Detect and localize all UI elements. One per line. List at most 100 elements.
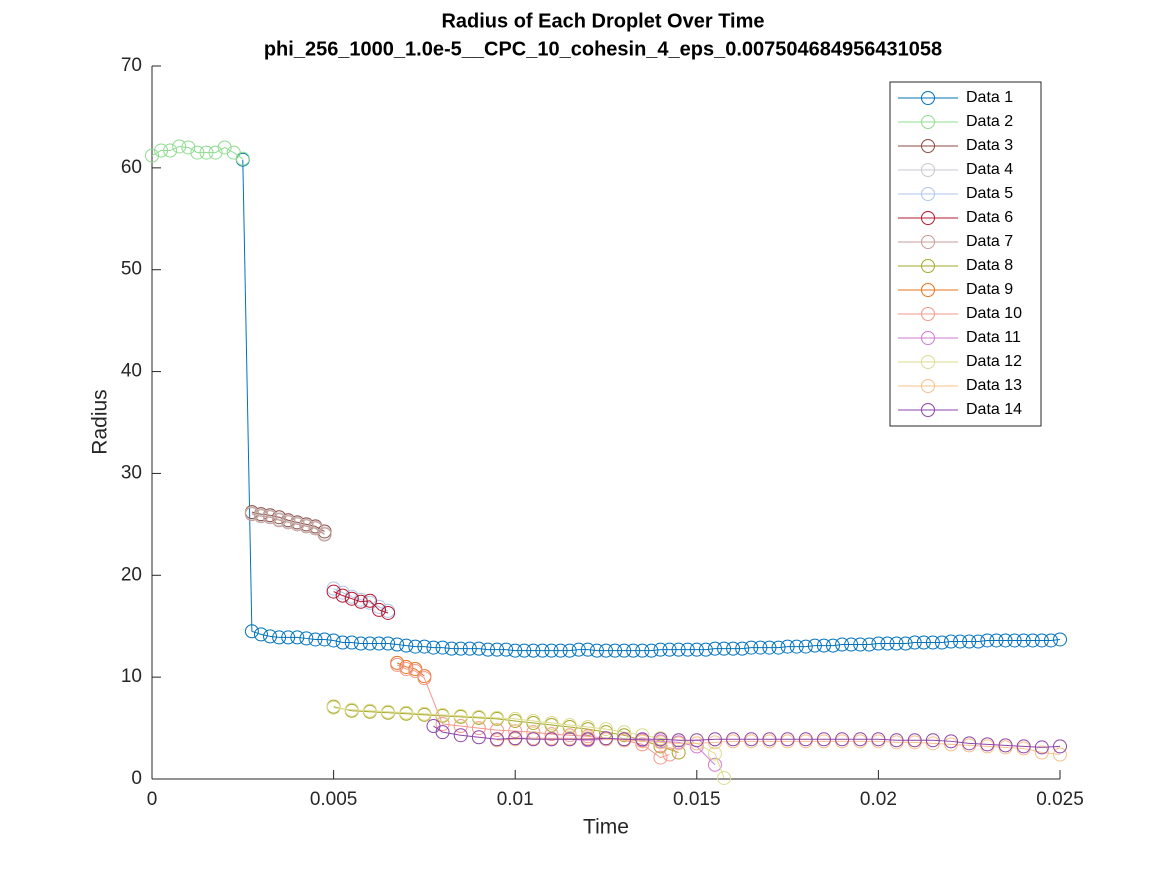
data-point	[944, 737, 959, 752]
legend-label: Data 7	[966, 233, 1013, 250]
data-point	[653, 735, 668, 750]
data-point	[417, 671, 432, 686]
data-point	[408, 639, 423, 654]
data-point	[826, 638, 840, 653]
data-point	[381, 605, 396, 620]
data-point	[562, 643, 577, 658]
series	[244, 507, 332, 542]
data-point	[617, 728, 632, 743]
data-point	[726, 641, 741, 656]
data-point	[580, 642, 595, 657]
legend-marker	[921, 331, 935, 345]
series-line	[433, 725, 1061, 748]
data-point	[1043, 633, 1058, 648]
data-point	[680, 642, 695, 657]
data-point	[707, 735, 722, 750]
data-point	[635, 737, 650, 752]
data-point	[925, 635, 940, 650]
data-point	[671, 736, 686, 751]
y-tick-label: 70	[121, 55, 142, 76]
data-point	[408, 664, 423, 679]
data-point	[517, 643, 532, 658]
data-point	[544, 643, 559, 658]
series-line	[333, 588, 389, 612]
data-point	[762, 640, 777, 655]
data-point	[771, 640, 786, 655]
data-point	[1025, 633, 1040, 648]
data-point	[1053, 747, 1067, 762]
data-point	[871, 732, 886, 747]
data-point	[235, 151, 250, 166]
data-point	[471, 641, 486, 656]
data-point	[626, 643, 641, 658]
data-point	[435, 707, 450, 722]
data-point	[844, 637, 859, 652]
data-point	[980, 633, 995, 648]
legend-label: Data 3	[966, 137, 1013, 154]
data-point	[635, 732, 650, 747]
data-point	[653, 739, 668, 754]
series	[145, 139, 250, 166]
data-point	[753, 640, 768, 655]
data-point	[317, 527, 332, 542]
data-point	[317, 632, 332, 647]
y-tick-label: 40	[121, 361, 142, 382]
data-point	[1053, 632, 1067, 647]
data-point	[898, 636, 913, 651]
legend-marker	[921, 187, 935, 201]
data-point	[435, 716, 450, 731]
data-point	[399, 661, 414, 676]
data-point	[163, 143, 178, 158]
data-point	[916, 635, 931, 650]
x-tick-label: 0.015	[673, 789, 721, 810]
data-point	[853, 637, 868, 652]
data-point	[471, 721, 486, 736]
data-point	[263, 629, 278, 644]
data-point	[689, 642, 704, 657]
legend-marker	[921, 355, 935, 369]
data-point	[735, 641, 750, 656]
series-line	[242, 159, 1061, 652]
data-point	[471, 709, 486, 724]
data-point	[971, 634, 986, 649]
data-point	[544, 727, 559, 742]
data-point	[508, 643, 523, 658]
data-point	[871, 636, 886, 651]
data-point	[453, 728, 468, 743]
data-point	[526, 713, 541, 728]
data-point	[689, 733, 704, 748]
data-point	[562, 728, 577, 743]
data-point	[744, 732, 759, 747]
y-tick-label: 60	[121, 157, 142, 178]
data-point	[499, 642, 514, 657]
legend-label: Data 10	[966, 305, 1022, 322]
data-point	[925, 736, 940, 751]
data-point	[290, 517, 305, 532]
data-point	[535, 643, 550, 658]
data-point	[934, 635, 949, 650]
data-point	[417, 706, 432, 721]
data-point	[1034, 633, 1049, 648]
data-point	[589, 643, 604, 658]
y-tick-label: 10	[121, 666, 142, 687]
data-point	[508, 724, 523, 739]
data-point	[1034, 745, 1049, 760]
data-point	[326, 584, 341, 599]
data-point	[272, 630, 287, 645]
data-point	[490, 732, 505, 747]
data-point	[344, 635, 359, 650]
data-point	[435, 725, 450, 740]
series	[235, 152, 1067, 658]
legend-marker	[921, 115, 935, 129]
data-point	[707, 757, 722, 772]
data-point	[344, 702, 359, 717]
data-point	[580, 720, 595, 735]
data-point	[907, 635, 922, 650]
legend-label: Data 11	[966, 329, 1021, 346]
data-point	[508, 731, 523, 746]
data-point	[653, 732, 668, 747]
data-point	[707, 732, 722, 747]
legend-marker	[921, 139, 935, 153]
series	[326, 584, 396, 620]
series-line	[333, 591, 389, 614]
